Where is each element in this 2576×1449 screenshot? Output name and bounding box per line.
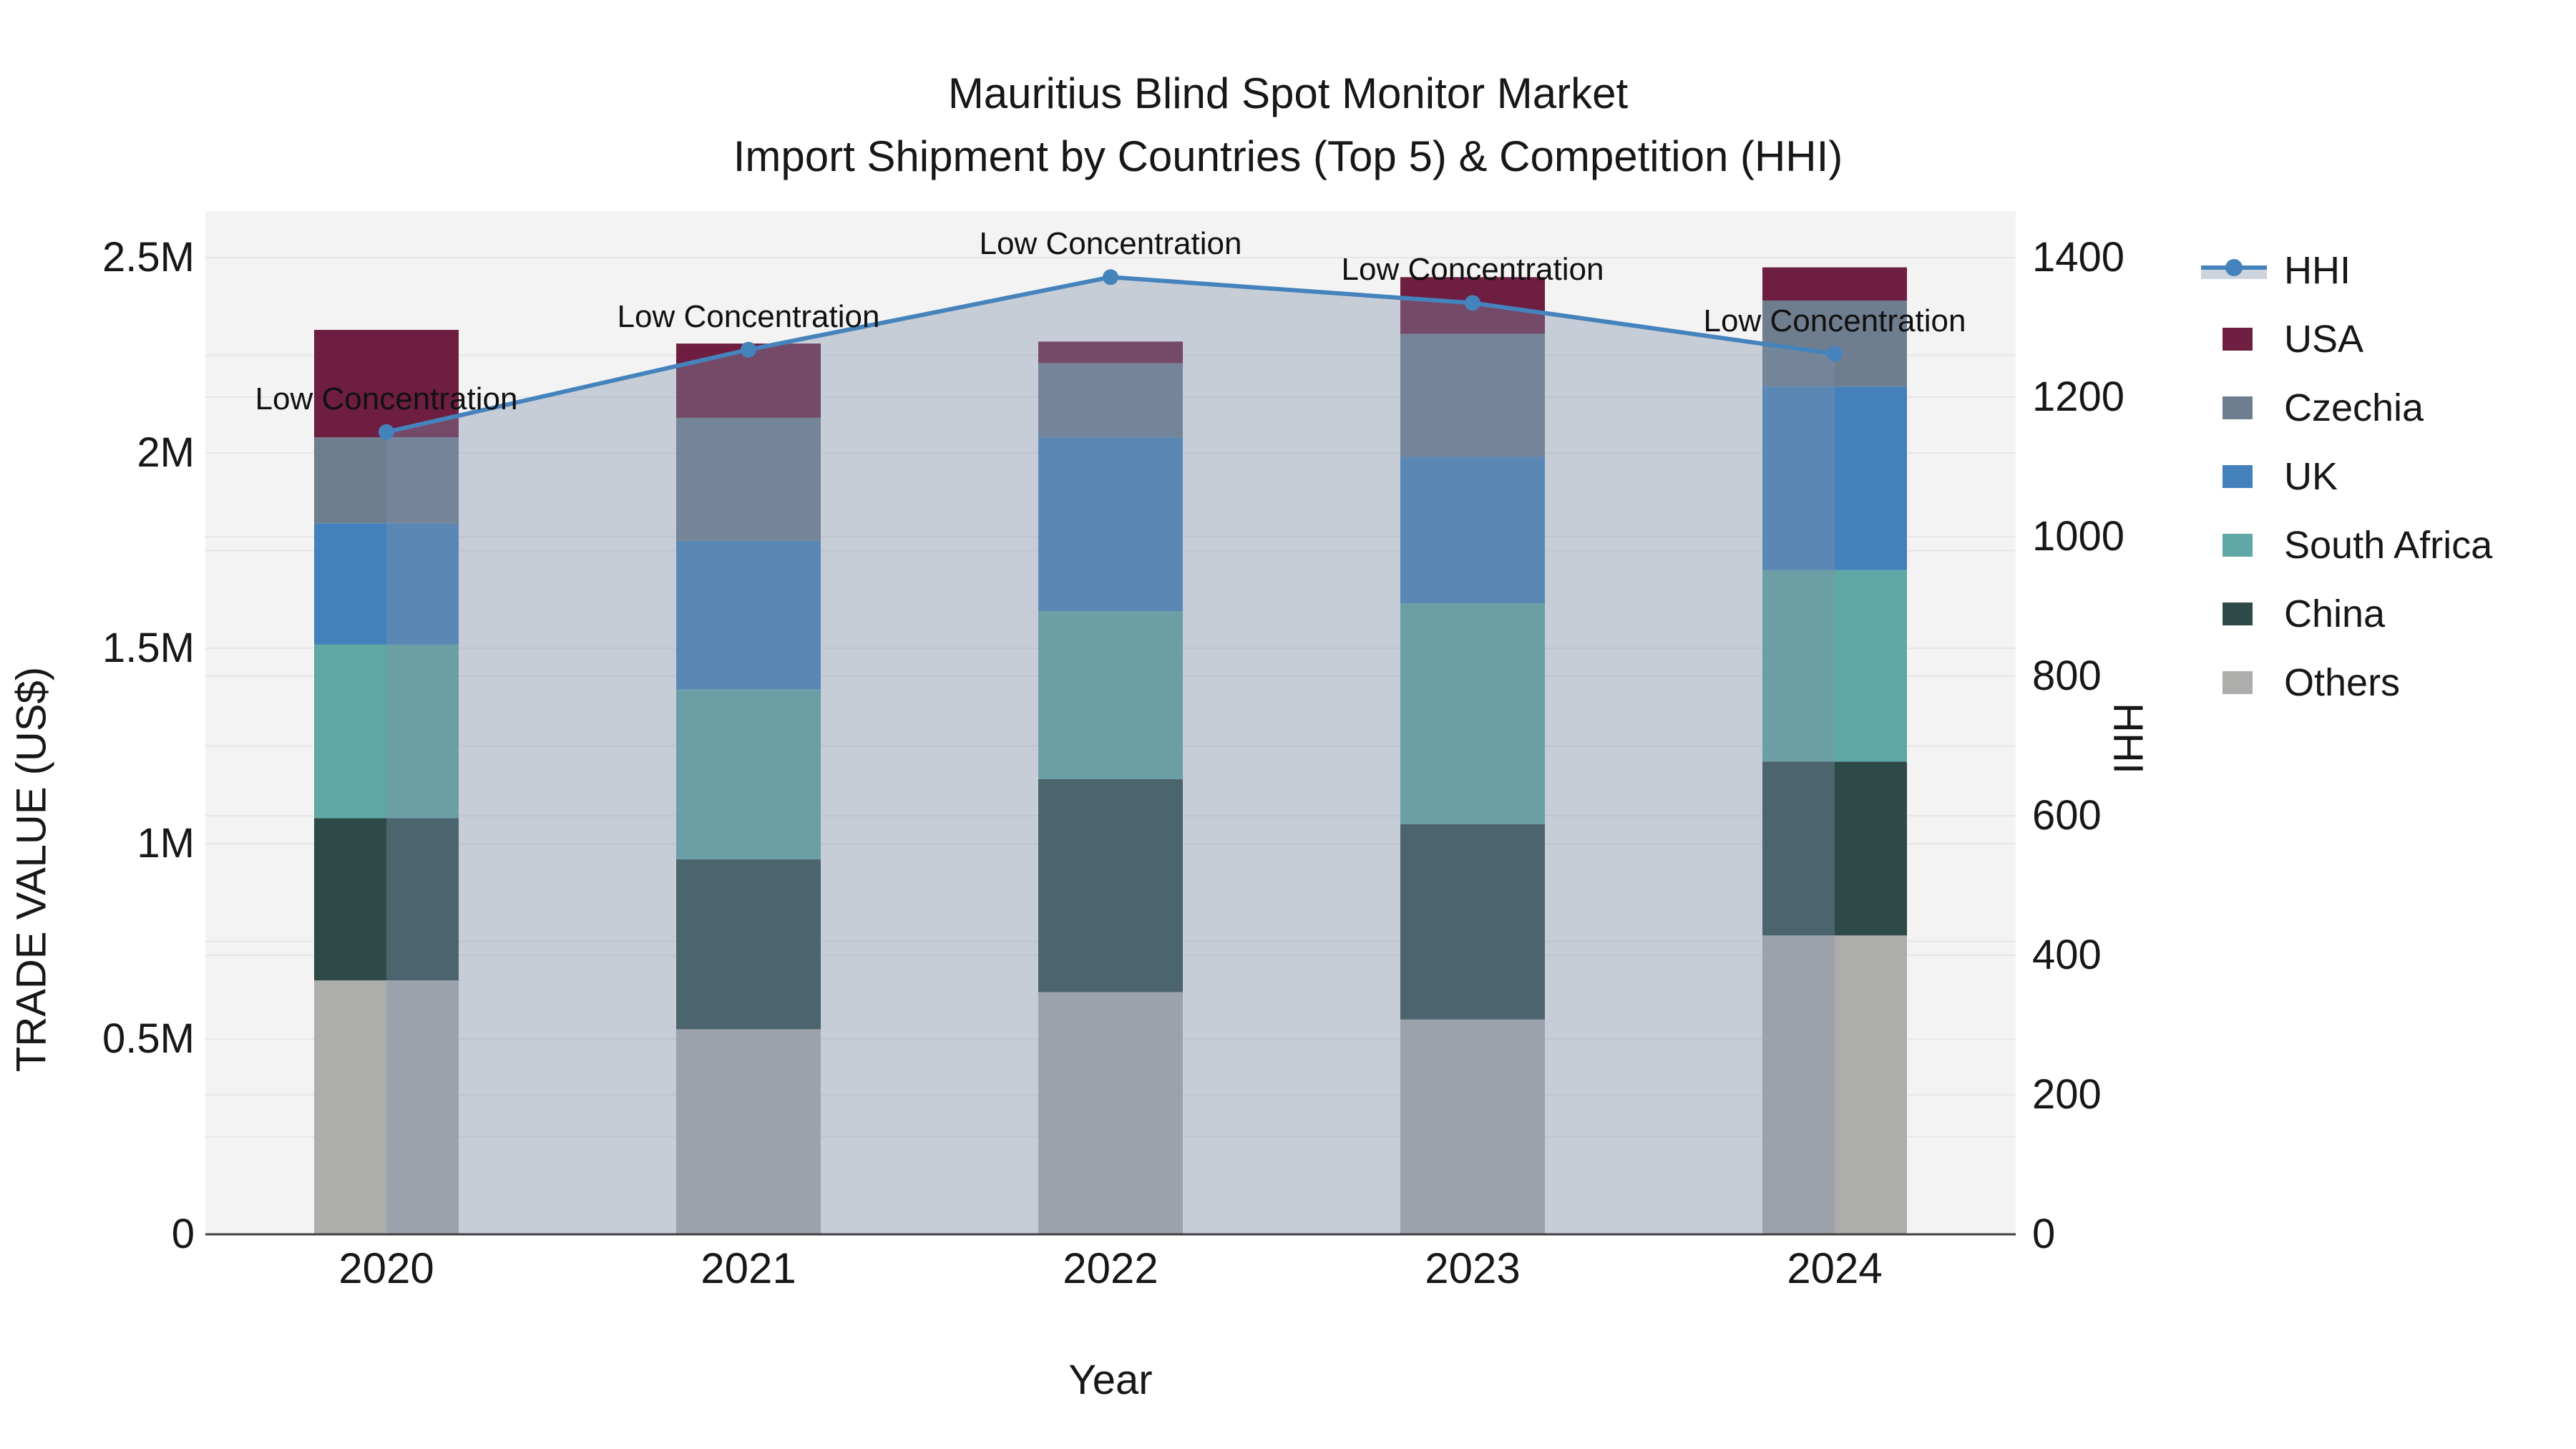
bar-segment-2023-uk[interactable] [1400,457,1545,604]
x-tick-2021: 2021 [701,1244,796,1292]
legend-swatch-icon [2198,600,2270,628]
legend-swatch-others [2223,671,2253,694]
bar-segment-2022-china[interactable] [1038,779,1183,992]
legend-label-south-africa: South Africa [2284,524,2493,567]
y-right-tick-800: 800 [2032,653,2102,699]
bar-segment-2024-others[interactable] [1762,935,1907,1234]
legend-swatch-uk [2223,465,2253,488]
legend-item-south-africa[interactable]: South Africa [2198,511,2492,580]
bar-segment-2021-south-africa[interactable] [676,689,821,859]
y-right-tick-1000: 1000 [2032,513,2125,560]
x-tick-2022: 2022 [1063,1244,1158,1292]
bar-segment-2024-uk[interactable] [1762,386,1907,570]
legend-swatch-icon [2198,531,2270,560]
y-left-tick-1M: 1M [137,820,195,867]
bar-segment-2024-south-africa[interactable] [1762,570,1907,762]
legend-item-usa[interactable]: USA [2198,305,2492,374]
bar-segment-2022-others[interactable] [1038,992,1183,1234]
hhi-area-fill [386,277,1835,1234]
hhi-marker-2021[interactable] [741,341,756,358]
legend-label-hhi: HHI [2284,249,2351,292]
y-right-tick-400: 400 [2032,932,2102,978]
x-tick-2020: 2020 [338,1244,434,1292]
bar-segment-2020-others[interactable] [314,980,459,1234]
bar-segment-2023-czechia[interactable] [1400,333,1545,457]
bar-segment-2020-uk[interactable] [314,523,459,645]
bar-segment-2021-uk[interactable] [676,540,821,690]
legend-label-czechia: Czechia [2284,386,2424,429]
legend-item-uk[interactable]: UK [2198,442,2492,511]
bar-segment-2023-others[interactable] [1400,1019,1545,1234]
annotation-2022: Low Concentration [979,226,1242,262]
legend-swatch-icon [2198,394,2270,422]
legend-swatch-icon [2198,325,2270,353]
legend-label-uk: UK [2284,455,2338,498]
bar-segment-2020-china[interactable] [314,818,459,981]
legend-label-usa: USA [2284,318,2364,361]
legend-item-czechia[interactable]: Czechia [2198,374,2492,442]
legend-label-others: Others [2284,661,2401,704]
hhi-marker-2020[interactable] [379,424,394,440]
hhi-line-sample-icon [2198,256,2270,285]
bar-segment-2022-czechia[interactable] [1038,363,1183,438]
bar-segment-2020-czechia[interactable] [314,437,459,524]
y-right-tick-1200: 1200 [2032,374,2125,420]
bar-segment-2020-south-africa[interactable] [314,644,459,819]
legend-item-hhi[interactable]: HHI [2198,236,2492,305]
chart-title-line1: Mauritius Blind Spot Monitor Market [947,69,1629,117]
hhi-marker-2024[interactable] [1827,346,1843,362]
y-left-tick-2.5M: 2.5M [102,234,195,280]
bar-segment-2022-usa[interactable] [1038,341,1183,364]
legend-swatch-usa [2223,328,2253,351]
y-left-tick-0.5M: 0.5M [102,1015,195,1062]
legend-label-china: China [2284,592,2386,635]
x-axis-title: Year [1068,1357,1153,1403]
bar-segment-2022-uk[interactable] [1038,437,1183,612]
hhi-marker-2023[interactable] [1465,295,1480,311]
chart-title-line2: Import Shipment by Countries (Top 5) & C… [733,132,1843,180]
y-right-tick-0: 0 [2032,1211,2056,1257]
annotation-2024: Low Concentration [1703,303,1966,338]
legend: HHI USA Czechia UK South Africa China Others [2198,236,2492,717]
y-axis-left-title: TRADE VALUE (US$) [8,666,55,1073]
legend-swatch-icon [2198,668,2270,697]
legend-swatch-czechia [2223,396,2253,419]
y-left-tick-1.5M: 1.5M [102,625,195,671]
annotation-2023: Low Concentration [1341,252,1604,288]
bar-segment-2021-czechia[interactable] [676,417,821,541]
y-axis-right-title: HHI [2104,703,2152,774]
x-tick-2023: 2023 [1425,1244,1521,1292]
legend-item-others[interactable]: Others [2198,648,2492,717]
bar-segment-2024-usa[interactable] [1762,267,1907,301]
bar-segment-2023-south-africa[interactable] [1400,603,1545,824]
y-right-tick-600: 600 [2032,792,2102,839]
annotation-2020: Low Concentration [255,381,518,416]
y-right-tick-1400: 1400 [2032,234,2125,280]
bar-segment-2021-china[interactable] [676,859,821,1030]
legend-item-china[interactable]: China [2198,580,2492,648]
hhi-marker-2022[interactable] [1103,269,1118,286]
bar-segment-2024-china[interactable] [1762,761,1907,936]
annotation-2021: Low Concentration [617,298,880,334]
hhi-marker-sample [2225,259,2243,276]
bar-segment-2023-china[interactable] [1400,824,1545,1020]
y-left-tick-2M: 2M [137,429,195,476]
x-tick-2024: 2024 [1787,1244,1883,1292]
legend-swatch-icon [2198,462,2270,491]
legend-swatch-china [2223,602,2253,625]
y-left-tick-0: 0 [171,1211,195,1257]
y-right-tick-200: 200 [2032,1071,2102,1118]
bar-segment-2022-south-africa[interactable] [1038,611,1183,779]
bar-segment-2024-czechia[interactable] [1762,301,1907,387]
bar-segment-2021-others[interactable] [676,1029,821,1234]
legend-swatch-south-africa [2223,534,2253,557]
